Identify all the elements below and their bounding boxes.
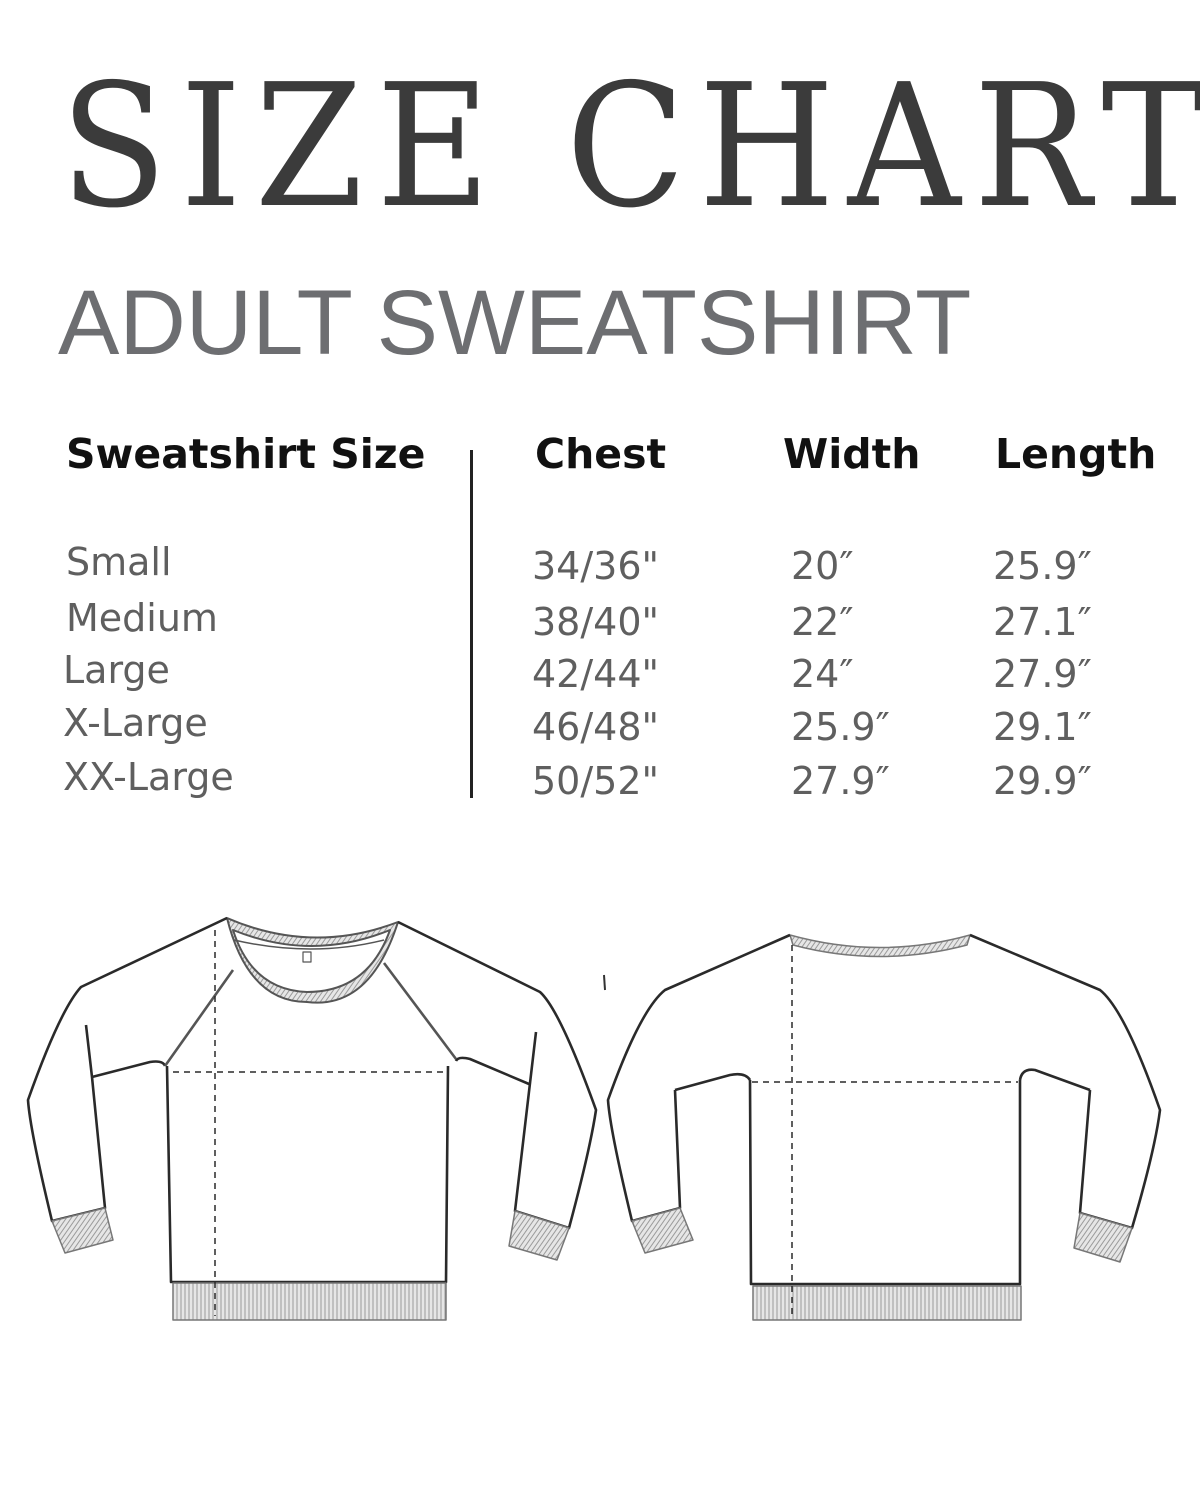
length-value: 25.9″ [993, 544, 1092, 588]
size-label: Medium [66, 596, 218, 640]
column-divider [470, 450, 473, 798]
tag-icon [302, 951, 312, 963]
body-back [748, 1079, 1022, 1286]
length-value: 27.1″ [993, 600, 1092, 644]
size-label: Small [66, 540, 172, 584]
header-width: Width [783, 430, 921, 478]
width-value: 25.9″ [791, 705, 890, 749]
sweatshirt-front [26, 916, 598, 1321]
width-value: 24″ [791, 652, 854, 696]
size-label: Large [63, 648, 170, 692]
length-value: 29.1″ [993, 705, 1092, 749]
chest-value: 50/52" [532, 759, 659, 803]
right-sleeve-back [969, 933, 1162, 1230]
chest-value: 42/44" [532, 652, 659, 696]
header-chest: Chest [535, 430, 667, 478]
width-value: 20″ [791, 544, 854, 588]
neck-rib-back [789, 934, 971, 958]
width-value: 22″ [791, 600, 854, 644]
length-value: 27.9″ [993, 652, 1092, 696]
size-label: XX-Large [63, 755, 234, 799]
body-front [165, 1065, 450, 1284]
page-title: SIZE CHART [60, 48, 1200, 246]
left-cuff-back [631, 1207, 694, 1254]
size-label: X-Large [63, 701, 208, 745]
length-value: 29.9″ [993, 759, 1092, 803]
page-subtitle: ADULT SWEATSHIRT [58, 272, 972, 374]
left-cuff [51, 1207, 114, 1254]
right-sleeve [397, 920, 598, 1230]
chest-value: 34/36" [532, 544, 659, 588]
header-size: Sweatshirt Size [66, 430, 426, 478]
right-cuff-back [1073, 1212, 1133, 1263]
hem-rib-front [172, 1282, 447, 1321]
width-value: 27.9″ [791, 759, 890, 803]
chest-value: 46/48" [532, 705, 659, 749]
right-cuff [508, 1210, 570, 1261]
chest-value: 38/40" [532, 600, 659, 644]
hem-rib-back [752, 1285, 1022, 1321]
left-sleeve [26, 916, 228, 1223]
left-sleeve-back [606, 933, 791, 1223]
sweatshirt-back [606, 933, 1162, 1321]
header-length: Length [995, 430, 1157, 478]
